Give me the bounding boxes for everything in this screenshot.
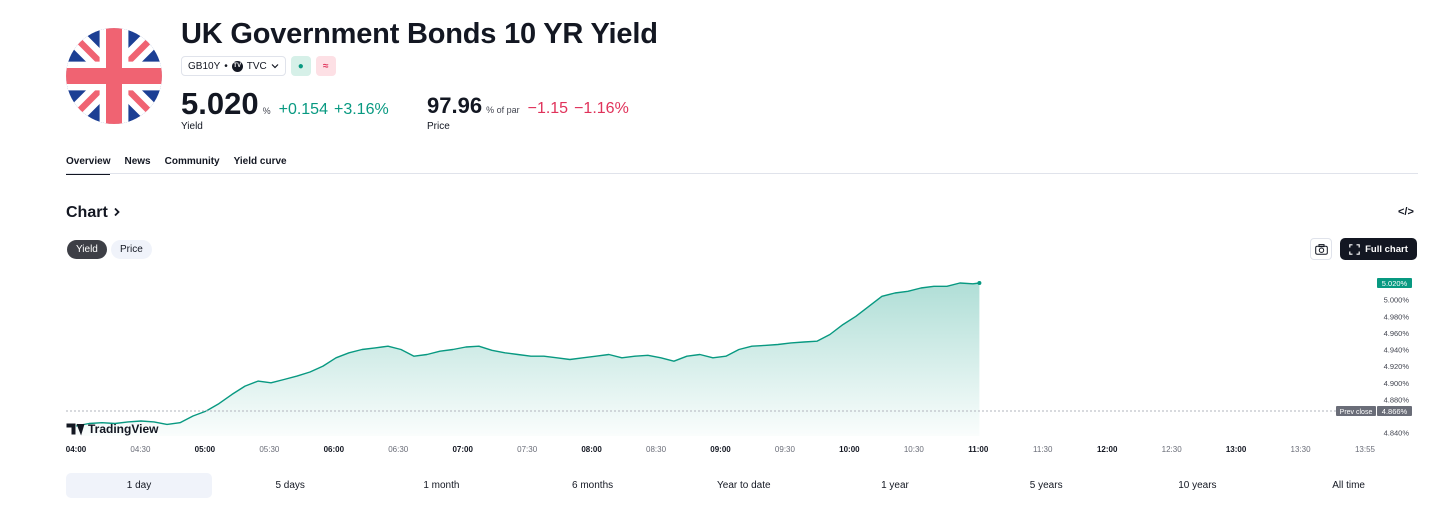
toggle-price[interactable]: Price: [111, 240, 152, 259]
x-tick-label: 07:30: [517, 445, 538, 454]
tradingview-badge-icon: TV: [231, 60, 243, 72]
embed-code-icon[interactable]: </>: [1398, 206, 1414, 218]
tab-overview[interactable]: Overview: [66, 156, 111, 175]
exchange-label: TVC: [246, 60, 267, 72]
tab-divider: [66, 173, 1418, 174]
prev-close-value-box: [1377, 406, 1412, 417]
yield-series-line: [75, 282, 980, 427]
yield-unit: %: [262, 106, 271, 116]
range-button[interactable]: 1 year: [881, 480, 909, 491]
symbol-selector[interactable]: GB10Y • TV TVC: [181, 56, 286, 76]
x-tick-label: 06:30: [388, 445, 409, 454]
yield-quote: 5.020 % +0.154 +3.16%: [181, 86, 389, 122]
camera-icon: [1314, 243, 1328, 255]
ticker-row: GB10Y • TV TVC ● ≈: [181, 56, 336, 76]
x-tick-label: 12:00: [1097, 445, 1118, 454]
range-button[interactable]: 1 day: [66, 473, 212, 498]
x-tick-label: 05:00: [195, 445, 216, 454]
y-tick-label: 4.920%: [1384, 362, 1410, 371]
prev-close-tag-box: [1336, 406, 1376, 417]
tab-news[interactable]: News: [124, 156, 151, 167]
page-title: UK Government Bonds 10 YR Yield: [181, 18, 658, 50]
x-tick-label: 09:00: [710, 445, 731, 454]
last-value-label-box: [1377, 277, 1412, 288]
x-tick-label: 09:30: [775, 445, 796, 454]
x-tick-label: 11:30: [1033, 445, 1053, 454]
price-change: −1.15: [527, 100, 569, 117]
uk-flag-logo: [66, 28, 162, 124]
x-tick-label: 10:30: [904, 445, 925, 454]
symbol-label: GB10Y: [188, 60, 221, 72]
time-range-bar: 1 day 5 days 1 month 6 months Year to date 1 …: [66, 473, 1420, 498]
x-tick-label: 13:55: [1355, 445, 1376, 454]
x-tick-label: 06:00: [324, 445, 345, 454]
range-button[interactable]: 1 month: [423, 480, 460, 491]
x-tick-label: 08:00: [581, 445, 602, 454]
x-tick-label: 05:30: [259, 445, 280, 454]
uk-flag-icon: [66, 28, 162, 124]
range-button[interactable]: 5 days: [275, 480, 305, 491]
separator-dot: •: [224, 60, 228, 72]
y-tick-label: 4.880%: [1384, 395, 1410, 404]
range-button[interactable]: All time: [1332, 480, 1365, 491]
last-value-label: 5.020%: [1382, 279, 1408, 288]
price-change-pct: −1.16%: [574, 100, 629, 117]
x-tick-label: 10:00: [839, 445, 860, 454]
x-tick-label: 11:00: [968, 445, 989, 454]
prev-close-tag: Prev close: [1340, 409, 1373, 416]
yield-area-fill: [76, 283, 980, 436]
y-tick-label: 4.900%: [1384, 379, 1410, 388]
x-tick-label: 12:30: [1162, 445, 1183, 454]
range-button[interactable]: 6 months: [572, 480, 614, 491]
range-button[interactable]: 5 years: [1029, 480, 1063, 491]
price-label: Price: [427, 121, 450, 132]
price-quote: 97.96 % of par −1.15 −1.16%: [427, 93, 629, 119]
x-tick-label: 04:00: [66, 445, 87, 454]
tab-bar: Overview News Community Yield curve: [66, 156, 287, 175]
price-value: 97.96: [427, 93, 483, 118]
range-button[interactable]: Year to date: [717, 480, 771, 491]
tradingview-logo-icon: [66, 423, 85, 436]
chevron-right-icon: [114, 207, 121, 217]
yield-chart[interactable]: 04:00 04:30 05:00 05:30 06:00 06:30 07:00 07:30…: [0, 266, 1440, 466]
toggle-yield[interactable]: Yield: [67, 240, 107, 259]
x-tick-label: 04:30: [130, 445, 151, 454]
yield-change: +0.154: [278, 101, 328, 118]
price-unit: % of par: [486, 105, 520, 115]
prev-close-value-label: 4.866%: [1382, 407, 1408, 416]
range-button[interactable]: 10 years: [1178, 480, 1217, 491]
y-tick-label: 4.940%: [1384, 346, 1410, 355]
chevron-down-icon: [271, 64, 279, 69]
market-status-badge[interactable]: ●: [290, 56, 311, 76]
y-tick-label: 4.960%: [1384, 329, 1410, 338]
y-tick-label: 4.980%: [1384, 312, 1410, 321]
delayed-data-badge[interactable]: ≈: [315, 56, 336, 76]
tab-community[interactable]: Community: [164, 156, 220, 167]
x-tick-label: 07:00: [452, 445, 473, 454]
yield-label: Yield: [181, 121, 203, 132]
y-tick-label: 4.840%: [1384, 429, 1410, 438]
last-value-point: [977, 281, 982, 285]
x-tick-label: 13:30: [1291, 445, 1312, 454]
x-tick-label: 08:30: [646, 445, 667, 454]
tradingview-watermark: TradingView: [88, 422, 159, 436]
snapshot-button[interactable]: [1310, 238, 1332, 260]
full-chart-label: Full chart: [1365, 243, 1408, 255]
tab-yield-curve[interactable]: Yield curve: [233, 156, 287, 167]
y-tick-label: 5.000%: [1384, 296, 1410, 305]
yield-value: 5.020: [181, 86, 259, 121]
chart-heading: Chart: [66, 204, 108, 221]
yield-change-pct: +3.16%: [333, 101, 389, 118]
fullscreen-icon: [1349, 243, 1360, 255]
chart-section-link[interactable]: Chart: [66, 204, 121, 222]
full-chart-button[interactable]: Full chart: [1340, 238, 1417, 260]
x-tick-label: 13:00: [1226, 445, 1247, 454]
